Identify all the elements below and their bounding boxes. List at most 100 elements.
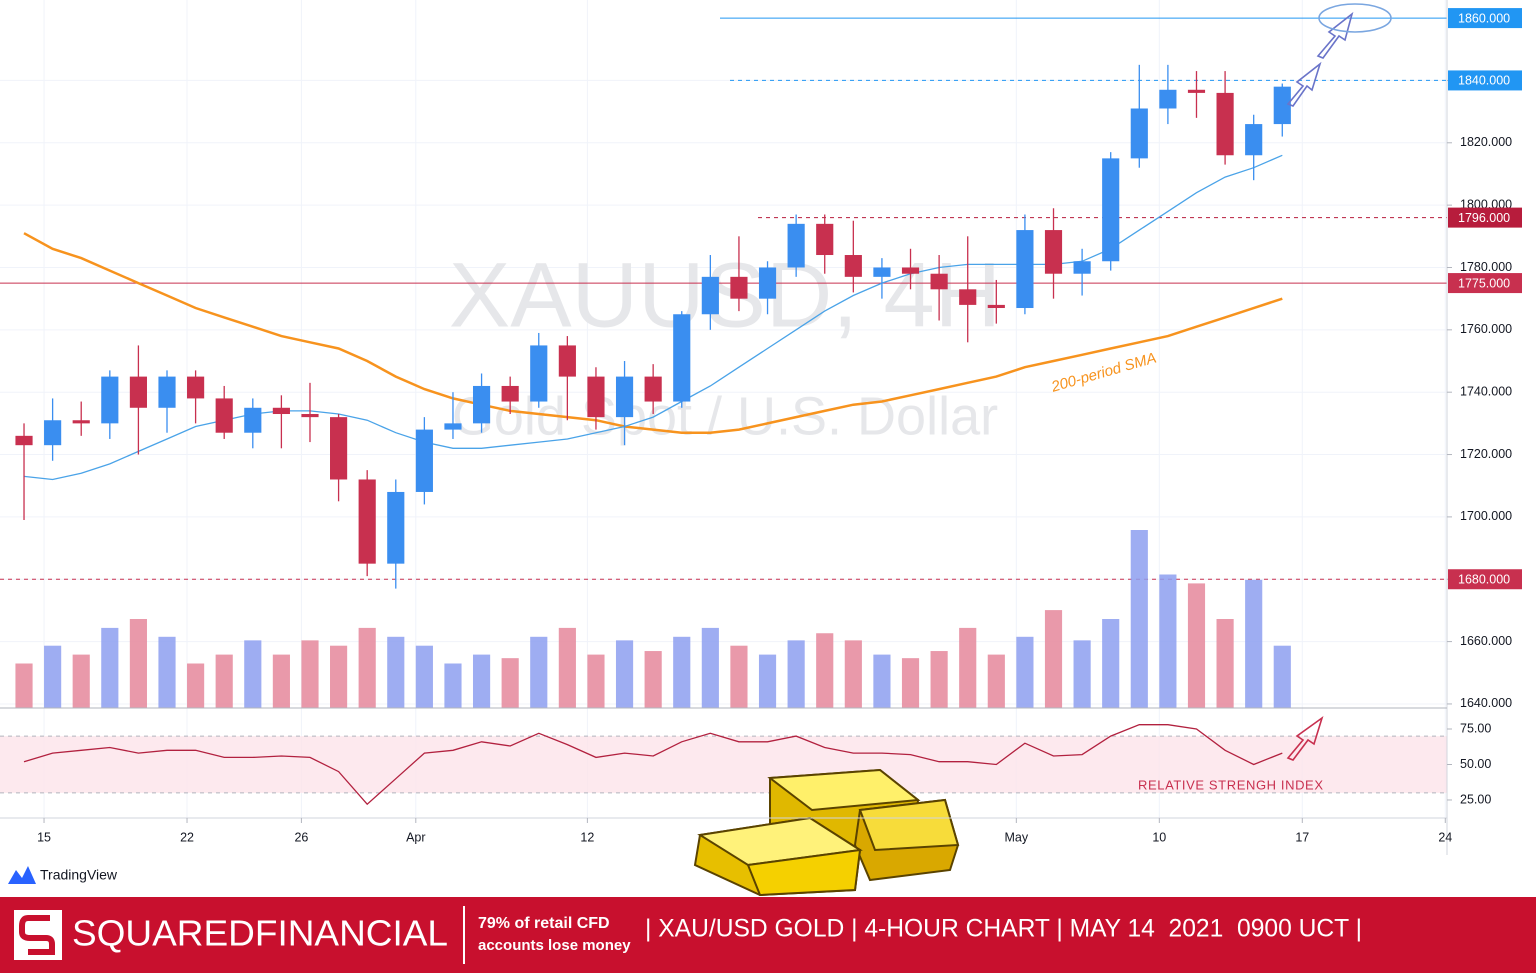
candle-body	[387, 491, 405, 564]
volume-bar	[444, 663, 462, 708]
watermark-title: XAUUSD, 4H	[449, 244, 1001, 346]
gold-bar	[746, 848, 862, 897]
y-tick-label: 1700.000	[1460, 509, 1512, 523]
candle-body	[1245, 124, 1263, 156]
arrow-annotations	[1286, 3, 1392, 107]
volume-bar	[959, 627, 977, 708]
sma200-line	[23, 232, 1283, 434]
volume-bar	[1216, 619, 1234, 708]
volume-bar	[816, 633, 834, 708]
x-tick-label: 15	[37, 830, 51, 844]
rsi-tick-label: 50.00	[1460, 757, 1491, 771]
candle-body	[1130, 108, 1148, 159]
volume-bar	[558, 627, 576, 708]
candle-body	[1016, 230, 1034, 309]
candle-body	[1216, 92, 1234, 156]
candle-body	[787, 223, 805, 268]
volume-bar	[673, 636, 691, 708]
candle-body	[901, 267, 920, 274]
volume-bar	[987, 654, 1005, 708]
volume-bar	[873, 654, 891, 708]
candle-body	[444, 423, 462, 430]
volume-bar	[530, 636, 548, 708]
volume-bar	[358, 627, 376, 708]
volume-bar	[1102, 619, 1120, 708]
candle-body	[244, 407, 262, 433]
price-level-tag	[1448, 273, 1522, 294]
volume-bar	[901, 658, 920, 708]
candle-body	[758, 267, 777, 299]
gold-bars	[693, 768, 960, 897]
candle-body	[330, 417, 348, 480]
y-tick-label: 1640.000	[1460, 696, 1512, 710]
y-tick-label: 1660.000	[1460, 634, 1512, 648]
candle-body	[1273, 86, 1291, 125]
rsi-tick-label: 25.00	[1460, 792, 1491, 806]
y-tick-label: 1720.000	[1460, 447, 1512, 461]
chart-caption: | XAU/USD GOLD | 4-HOUR CHART | MAY 14 2…	[645, 915, 1362, 943]
candle-body	[530, 345, 548, 402]
candle-body	[987, 304, 1005, 309]
volume-bar	[844, 640, 862, 708]
candle-body	[272, 407, 290, 415]
tradingview-logo: TradingView	[8, 866, 118, 884]
candle-body	[644, 376, 662, 402]
volume-bar	[1016, 636, 1034, 708]
candle-body	[15, 435, 33, 446]
volume-bar	[758, 654, 777, 708]
axes: 15 22 26 Apr 12 May 10 17 24 1640.000 1660.000 1680…	[37, 8, 1522, 844]
volume-bar	[387, 636, 405, 708]
price-level-label: 1840.000	[1458, 74, 1510, 88]
target-ellipse	[1318, 3, 1392, 33]
price-level-label: 1796.000	[1458, 211, 1510, 225]
risk-warning: 79% of retail CFD	[478, 915, 610, 932]
candle-body	[501, 385, 519, 402]
volume-bar	[129, 619, 147, 708]
candle-body	[930, 273, 948, 290]
price-level-label: 1775.000	[1458, 276, 1510, 290]
price-level-tag	[1448, 8, 1522, 29]
price-level-label: 1680.000	[1458, 573, 1510, 587]
footer-logo-s	[19, 915, 55, 955]
volume-bar	[44, 645, 62, 708]
candle-body	[615, 376, 634, 418]
plot	[0, 17, 1447, 806]
risk-warning: accounts lose money	[478, 937, 631, 954]
volume-bar	[244, 640, 262, 708]
x-tick-label: 17	[1295, 830, 1309, 844]
tradingview-icon	[8, 866, 36, 884]
gold-bar	[858, 798, 960, 852]
volume-bar	[72, 654, 90, 708]
volume-bar	[187, 663, 205, 708]
candle-body	[1044, 230, 1063, 274]
candle-body	[101, 376, 119, 424]
rsi-arrow	[1286, 715, 1324, 761]
candle-body	[415, 429, 433, 492]
volume-bar	[615, 640, 634, 708]
volume-bar	[272, 654, 290, 708]
price-level-tag	[1448, 207, 1522, 228]
volume-bar	[1044, 610, 1063, 708]
volume-bar	[1273, 645, 1291, 708]
y-tick-label: 1760.000	[1460, 322, 1512, 336]
candle-body	[72, 420, 90, 424]
volume-bar	[701, 627, 719, 708]
volume-bar	[472, 654, 491, 708]
tradingview-label: TradingView	[40, 867, 118, 883]
price-level-tag	[1448, 569, 1522, 590]
volume-bar	[1187, 583, 1206, 708]
volume-bar	[415, 645, 433, 708]
arrow	[1286, 61, 1322, 107]
candle-body	[816, 223, 834, 256]
x-tick-label: May	[1005, 830, 1029, 844]
volume-bar	[787, 640, 805, 708]
y-tick-label: 1820.000	[1460, 135, 1512, 149]
candle-body	[129, 376, 147, 408]
volume-bar	[301, 640, 319, 708]
price-level-tag	[1448, 70, 1522, 91]
volume-bar	[1245, 579, 1263, 708]
volume-bar	[1073, 640, 1091, 708]
candle-body	[873, 267, 891, 277]
